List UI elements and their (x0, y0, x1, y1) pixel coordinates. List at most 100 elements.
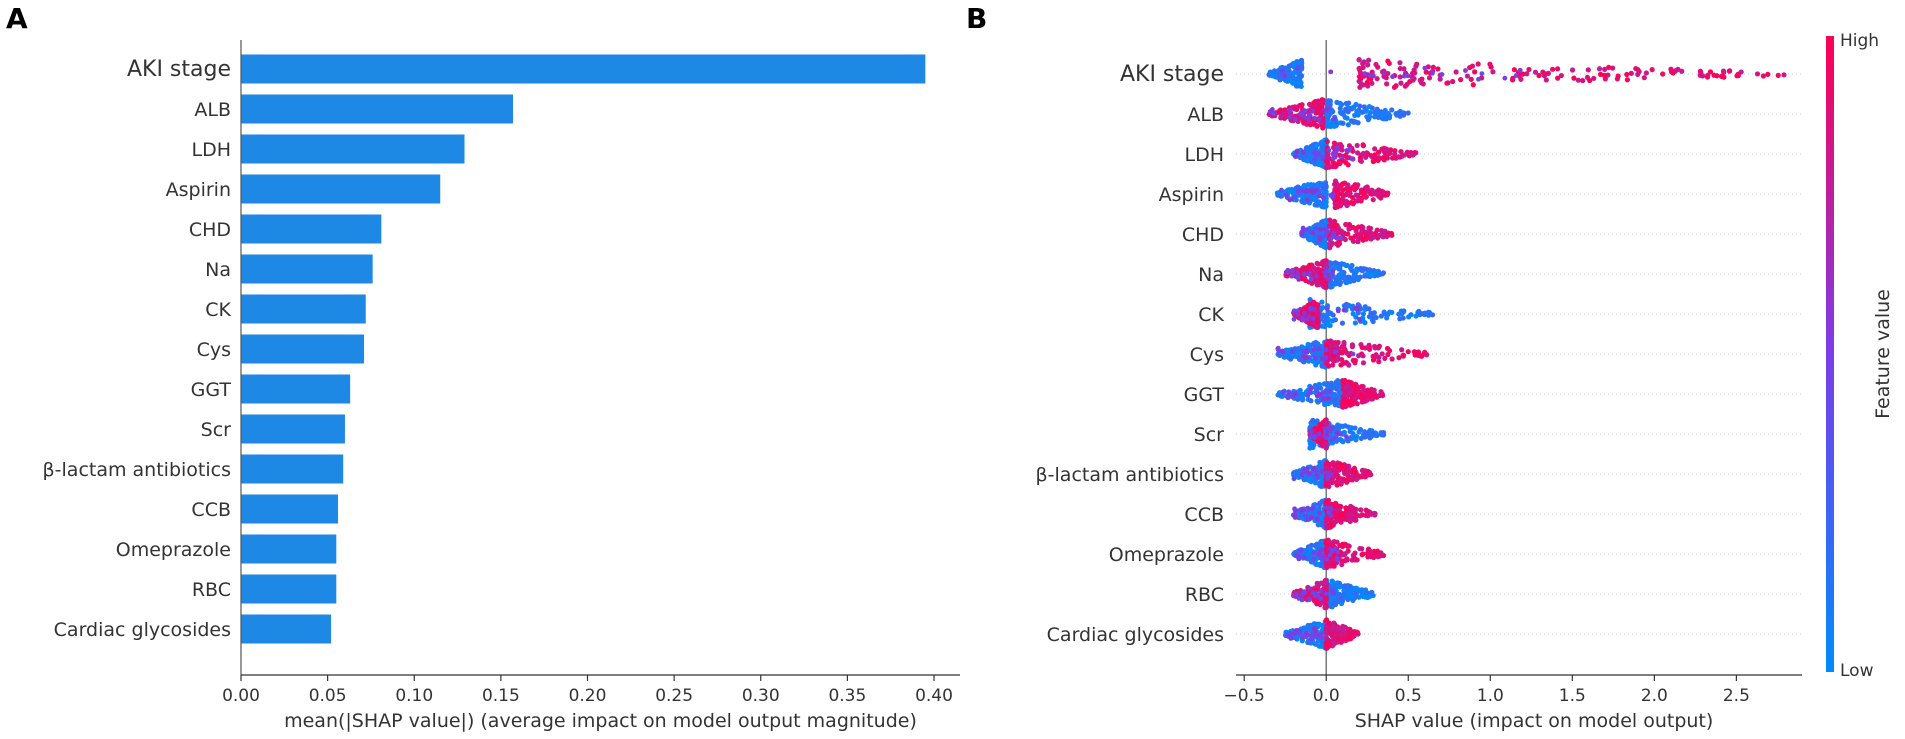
mixed-value-point (1271, 111, 1277, 117)
high-value-point (1280, 111, 1287, 117)
low-value-point (1350, 311, 1356, 317)
bar-4 (241, 214, 382, 244)
mixed-value-point (1306, 314, 1312, 319)
mixed-value-point (1333, 150, 1339, 156)
high-value-point (1365, 548, 1371, 554)
high-value-point (1327, 522, 1333, 528)
high-value-point (1367, 471, 1373, 478)
high-value-point (1372, 146, 1378, 152)
mixed-value-point (1290, 394, 1295, 400)
low-value-point (1351, 273, 1357, 279)
mixed-value-point (1287, 109, 1292, 115)
low-value-point (1373, 270, 1379, 276)
high-value-point (1571, 75, 1577, 81)
high-value-point (1397, 60, 1403, 66)
high-value-point (1591, 75, 1597, 81)
high-value-point (1353, 192, 1359, 198)
high-value-point (1348, 380, 1354, 386)
mixed-value-point (1326, 276, 1332, 282)
category-label: RBC (192, 579, 231, 601)
high-value-point (1458, 77, 1464, 83)
category-label: CK (1198, 304, 1224, 326)
high-value-point (1364, 508, 1370, 514)
mixed-value-point (1322, 226, 1328, 232)
category-label: β-lactam antibiotics (1036, 464, 1224, 486)
high-value-point (1339, 349, 1345, 355)
high-value-point (1325, 160, 1331, 166)
mixed-value-point (1295, 188, 1301, 194)
low-value-point (1345, 302, 1351, 309)
mixed-value-point (1300, 317, 1306, 323)
low-value-point (1366, 103, 1372, 110)
mixed-value-point (1315, 516, 1320, 522)
mixed-value-point (1308, 305, 1313, 311)
mixed-value-point (1288, 273, 1294, 279)
mixed-value-point (1322, 428, 1328, 434)
bar-12 (241, 534, 337, 564)
high-value-point (1602, 66, 1608, 73)
high-value-point (1602, 76, 1608, 82)
mixed-value-point (1309, 636, 1314, 642)
high-value-point (1660, 71, 1666, 77)
high-value-point (1342, 236, 1348, 243)
high-value-point (1330, 362, 1336, 368)
high-value-point (1540, 69, 1546, 75)
low-value-point (1361, 104, 1367, 110)
low-value-point (1290, 189, 1296, 196)
high-value-point (1378, 389, 1384, 395)
high-value-point (1359, 344, 1365, 350)
high-value-point (1332, 640, 1338, 646)
high-value-point (1370, 197, 1376, 203)
colorbar-title: Feature value (1872, 289, 1894, 419)
mixed-value-point (1327, 552, 1333, 558)
mixed-value-point (1323, 591, 1329, 597)
mixed-value-point (1321, 195, 1326, 201)
colorbar-low-label: Low (1840, 661, 1874, 681)
mixed-value-point (1312, 434, 1318, 439)
mixed-value-point (1325, 229, 1331, 235)
mixed-value-point (1301, 114, 1307, 120)
high-value-point (1364, 397, 1370, 403)
low-value-point (1406, 314, 1412, 320)
low-value-point (1321, 381, 1327, 387)
swarm-row-12 (1291, 537, 1387, 571)
high-value-point (1360, 82, 1366, 88)
low-value-point (1307, 477, 1313, 484)
high-value-point (1337, 543, 1343, 549)
high-value-point (1543, 77, 1549, 83)
mixed-value-point (1319, 469, 1325, 475)
low-value-point (1349, 262, 1355, 269)
high-value-point (1555, 66, 1561, 72)
high-value-point (1323, 420, 1329, 426)
mixed-value-point (1328, 193, 1334, 198)
high-value-point (1398, 80, 1404, 86)
low-value-point (1298, 63, 1304, 69)
x-tick-label: 2.0 (1641, 686, 1668, 706)
mixed-value-point (1335, 549, 1341, 555)
category-label: Cardiac glycosides (54, 619, 231, 641)
high-value-point (1734, 73, 1740, 79)
high-value-point (1338, 362, 1344, 368)
low-value-point (1405, 110, 1411, 116)
mixed-value-point (1320, 397, 1326, 403)
bar-9 (241, 414, 345, 444)
high-value-point (1311, 265, 1317, 271)
high-value-point (1422, 349, 1428, 355)
category-label: LDH (191, 139, 231, 161)
high-value-point (1324, 564, 1330, 571)
high-value-point (1323, 584, 1329, 590)
low-value-point (1354, 266, 1360, 272)
low-value-point (1308, 146, 1314, 152)
mixed-value-point (1311, 550, 1316, 556)
high-value-point (1314, 580, 1320, 586)
mixed-value-point (1296, 553, 1302, 559)
high-value-point (1356, 74, 1363, 80)
high-value-point (1354, 150, 1361, 156)
mixed-value-point (1335, 146, 1340, 152)
low-value-point (1366, 306, 1372, 312)
high-value-point (1323, 261, 1329, 267)
x-tick-label: −0.5 (1224, 686, 1265, 706)
high-value-point (1580, 77, 1586, 84)
high-value-point (1365, 344, 1371, 351)
